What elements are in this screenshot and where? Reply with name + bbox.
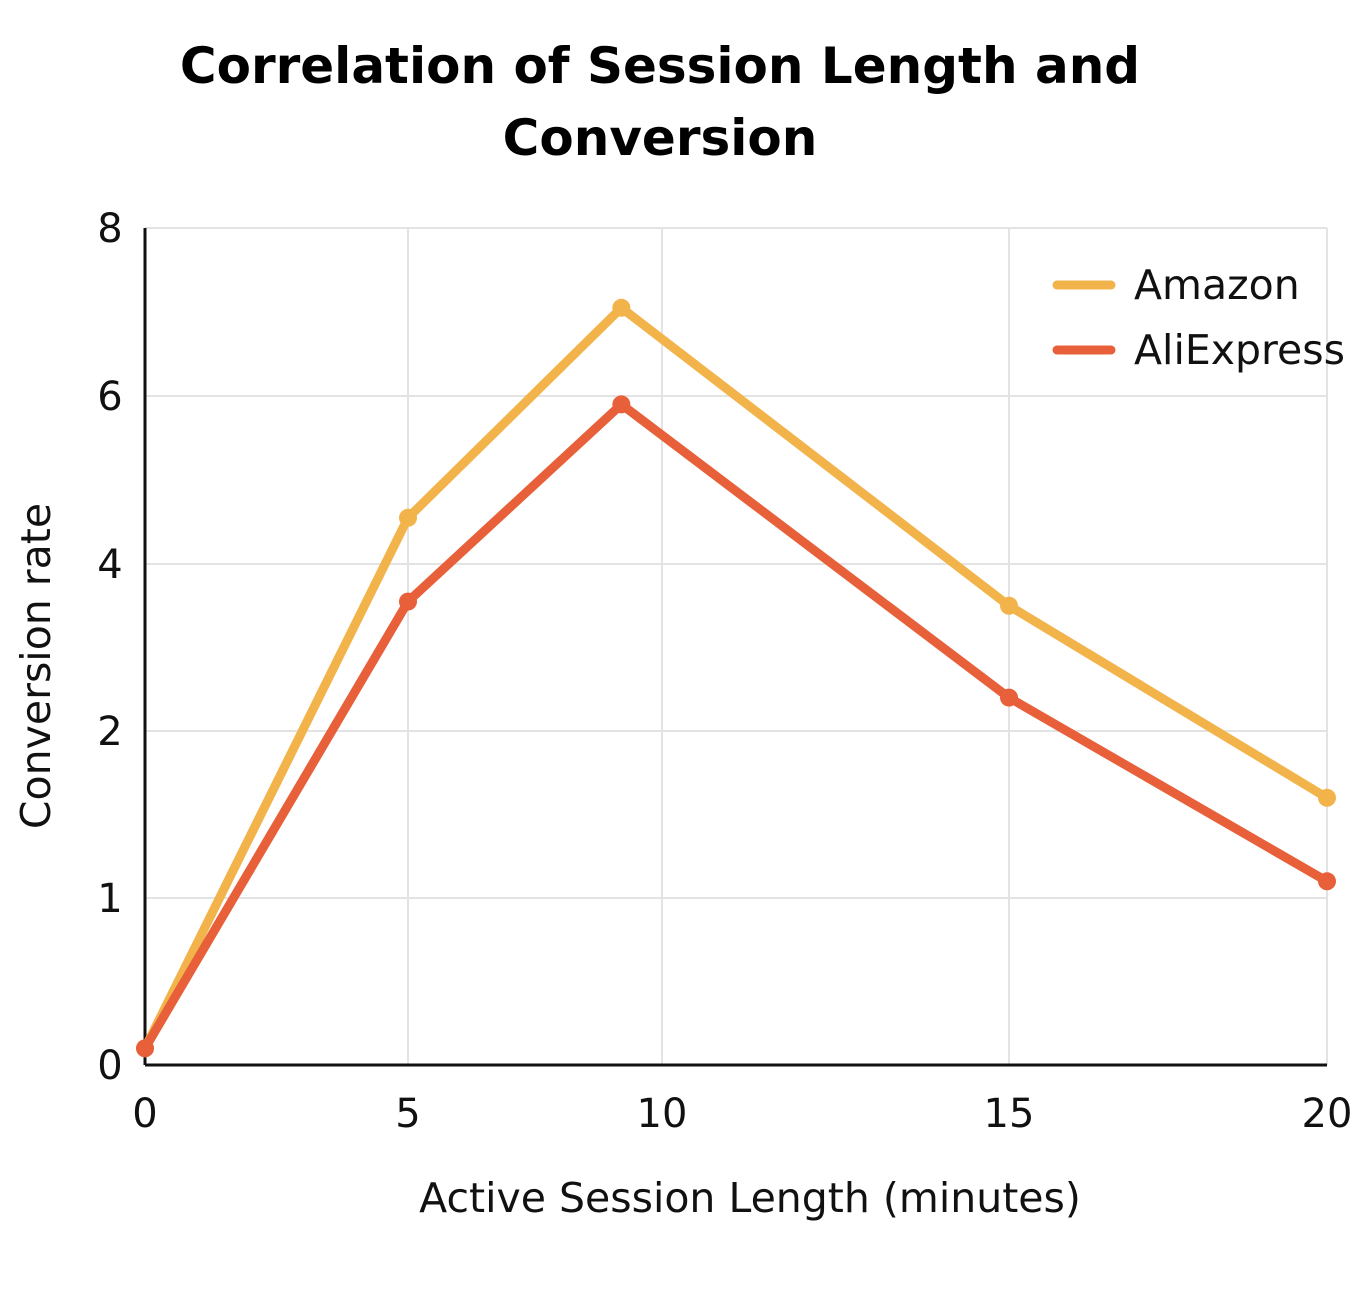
x-axis-title: Active Session Length (minutes) xyxy=(419,1174,1081,1222)
data-point-amazon xyxy=(1000,596,1018,615)
data-point-aliexpress xyxy=(136,1039,154,1058)
series-line-aliexpress xyxy=(140,399,1332,1053)
y-tick-label: 6 xyxy=(97,374,122,420)
legend-label-amazon: Amazon xyxy=(1134,261,1300,309)
y-tick-label: 4 xyxy=(97,542,122,588)
series-line-amazon xyxy=(140,303,1332,1053)
axes xyxy=(143,228,1327,1067)
tick-labels: 0 1 2 4 6 8 0 5 10 15 20 xyxy=(97,206,1352,1137)
legend: Amazon AliExpress xyxy=(1052,261,1345,374)
gridlines xyxy=(145,227,1328,1065)
data-point-aliexpress xyxy=(612,395,631,414)
data-point-aliexpress xyxy=(1000,688,1018,707)
chart-title-line-2: Conversion xyxy=(502,109,818,167)
chart-title-line-1: Correlation of Session Length and xyxy=(179,37,1141,95)
y-tick-label: 2 xyxy=(97,709,122,755)
chart-title: Correlation of Session Length and Conver… xyxy=(0,30,1320,174)
data-point-aliexpress xyxy=(399,592,417,611)
data-point-amazon xyxy=(1318,788,1336,807)
y-axis-title: Conversion rate xyxy=(12,503,60,829)
x-tick-label: 0 xyxy=(132,1091,157,1137)
y-tick-label: 0 xyxy=(97,1043,122,1089)
y-tick-label: 1 xyxy=(97,876,122,922)
x-tick-label: 10 xyxy=(637,1091,688,1137)
x-tick-label: 5 xyxy=(395,1091,420,1137)
data-point-amazon xyxy=(612,298,631,317)
y-tick-label: 8 xyxy=(97,206,122,252)
data-point-aliexpress xyxy=(1318,872,1336,891)
x-tick-label: 15 xyxy=(984,1091,1035,1137)
legend-label-aliexpress: AliExpress xyxy=(1134,326,1345,374)
data-point-amazon xyxy=(399,508,417,527)
series-group xyxy=(136,298,1336,1058)
x-tick-label: 20 xyxy=(1302,1091,1353,1137)
